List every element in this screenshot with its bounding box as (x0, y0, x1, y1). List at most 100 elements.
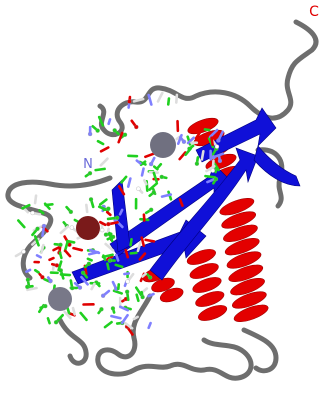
beta-strand (149, 147, 259, 281)
coil (133, 19, 319, 121)
helix-turn (195, 291, 225, 307)
atom (99, 307, 104, 312)
bond (205, 164, 216, 173)
bond (152, 171, 158, 184)
bond (59, 273, 72, 277)
atom (95, 128, 100, 133)
atom (151, 190, 156, 195)
bond (132, 97, 145, 103)
helix-turn (159, 287, 184, 303)
helix-turn (224, 238, 260, 256)
atom (106, 222, 111, 227)
bond (147, 321, 152, 330)
bond (194, 128, 203, 140)
bond (134, 286, 143, 297)
bond (114, 263, 124, 269)
bond (21, 203, 31, 210)
bond (136, 241, 142, 253)
atom (35, 226, 40, 231)
bond (123, 272, 131, 276)
atom (127, 99, 132, 104)
bond (57, 260, 63, 272)
bond (104, 242, 115, 252)
bond (124, 321, 134, 330)
atom (86, 261, 92, 266)
coil (97, 99, 139, 137)
atom (41, 223, 47, 229)
bond (110, 314, 122, 320)
bond (144, 152, 156, 159)
ion-sphere (76, 216, 100, 240)
atom (80, 270, 86, 275)
atom (70, 285, 75, 291)
bond (140, 167, 145, 177)
bond (25, 268, 32, 274)
bond (144, 238, 156, 243)
atom (43, 303, 48, 309)
atom (48, 278, 53, 284)
bond (152, 165, 159, 171)
bond (112, 289, 123, 295)
coils (5, 19, 319, 381)
bond (103, 320, 113, 329)
bond (129, 251, 138, 255)
bond (141, 272, 147, 278)
bond (79, 311, 88, 322)
atom (159, 174, 164, 180)
bond (117, 131, 124, 144)
bond (87, 250, 100, 256)
bond (26, 286, 38, 292)
coil (57, 317, 89, 366)
bond (140, 236, 146, 248)
bond (96, 139, 105, 146)
atom (21, 249, 26, 254)
c-terminus-label: C (309, 4, 319, 20)
atom (58, 242, 63, 247)
bond (105, 210, 112, 217)
bond (102, 254, 107, 262)
bond (48, 256, 55, 262)
bond (184, 146, 193, 157)
atom (122, 132, 128, 137)
atom (25, 277, 31, 282)
bond (117, 185, 126, 196)
bond (200, 150, 205, 161)
atom (103, 232, 109, 237)
coil (5, 175, 113, 281)
atom (194, 161, 200, 166)
helix-turn (226, 251, 262, 269)
helix-turn (192, 277, 222, 293)
atom (53, 320, 59, 325)
bond (98, 198, 108, 206)
helix-turn (233, 304, 269, 322)
bond (186, 136, 196, 145)
atom (77, 285, 83, 290)
bond (38, 209, 45, 215)
bond (124, 248, 130, 259)
bond (132, 315, 139, 321)
helix-turn (186, 249, 216, 265)
bond (63, 240, 69, 253)
bond (99, 157, 109, 167)
bond (148, 182, 159, 191)
helix-turn (198, 305, 228, 321)
bond (106, 262, 110, 271)
bond (129, 237, 133, 247)
bond (160, 193, 173, 198)
bond (178, 198, 184, 207)
bond (120, 175, 128, 184)
bond (33, 268, 40, 274)
bond (156, 91, 164, 103)
bond (52, 246, 61, 252)
atom (68, 209, 74, 215)
bond (174, 93, 179, 104)
bond (118, 208, 124, 216)
bond (97, 115, 105, 127)
atom (100, 227, 105, 233)
bond (99, 146, 110, 153)
bond (85, 203, 89, 214)
bond (156, 162, 163, 170)
helix-turn (231, 291, 267, 309)
bond (138, 252, 147, 261)
